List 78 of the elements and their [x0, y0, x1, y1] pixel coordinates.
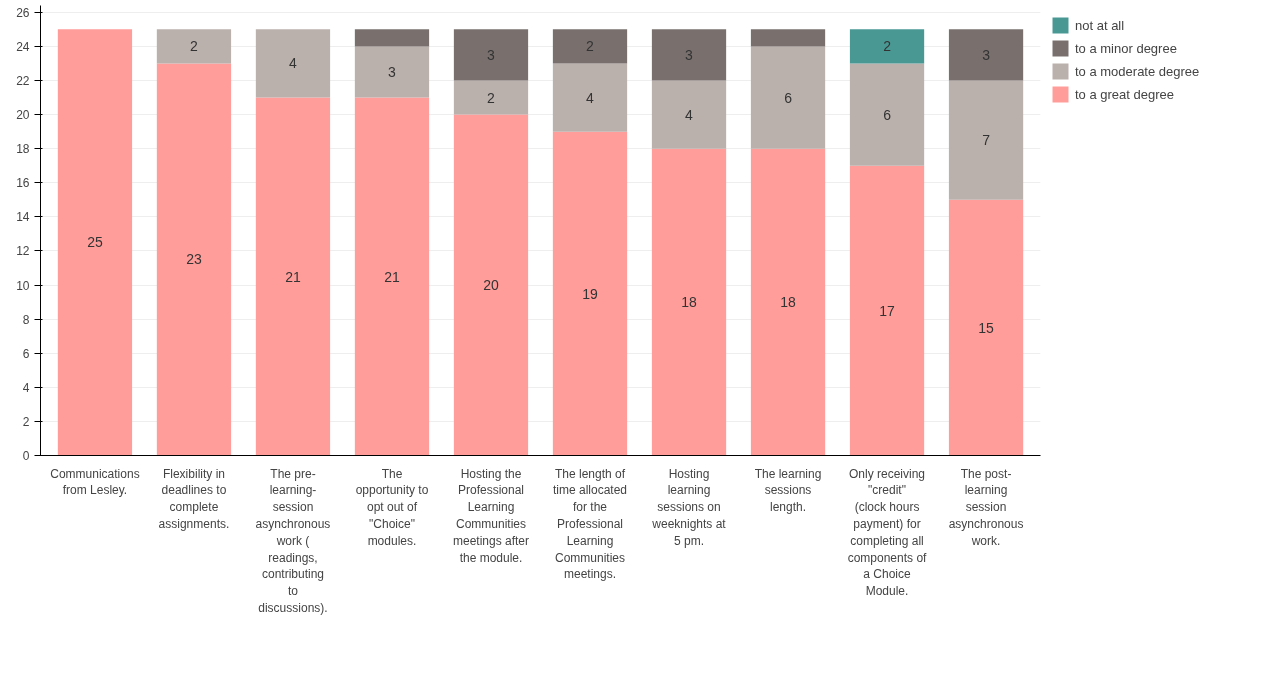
bar — [948, 29, 1024, 81]
data-label: 2 — [883, 38, 892, 55]
bar — [453, 29, 529, 81]
data-label: 4 — [289, 55, 298, 72]
bar — [156, 29, 232, 64]
y-tick-label: 14 — [16, 210, 30, 225]
y-tick-label: 22 — [16, 74, 30, 88]
x-tick-label: Flexibility in deadlines to complete assignments. — [158, 466, 230, 531]
bar — [948, 199, 1024, 456]
bar — [651, 80, 727, 149]
bar — [552, 29, 628, 64]
data-label: 4 — [685, 106, 694, 123]
bar — [354, 29, 430, 47]
data-label: 21 — [384, 268, 400, 285]
y-tick-label: 26 — [16, 5, 30, 20]
data-label: 19 — [582, 285, 598, 302]
bar — [354, 46, 430, 98]
data-label: 18 — [681, 294, 698, 311]
bar — [651, 29, 727, 81]
data-label: 3 — [487, 46, 496, 63]
x-tick-label: The opportunity to opt out of "Choice" modules. — [355, 466, 429, 548]
data-label: 2 — [487, 89, 496, 106]
y-tick-label: 10 — [16, 278, 30, 293]
data-label: 4 — [586, 89, 595, 106]
data-label: 6 — [883, 106, 892, 123]
y-tick-label: 16 — [16, 176, 30, 191]
data-label: 6 — [784, 89, 793, 106]
category-label: The pre-learning-session asynchronous work ( readings, contributing to discussions). — [255, 466, 331, 615]
x-tick-label: The learning sessions length. — [754, 466, 822, 515]
y-tick-label: 18 — [16, 142, 30, 157]
y-tick-label: 20 — [16, 108, 30, 123]
bar — [57, 29, 133, 456]
bar — [651, 148, 727, 456]
data-label: 2 — [190, 38, 199, 55]
y-tick-label: 6 — [22, 346, 30, 361]
x-tick-label: The post-learning session asynchronous work. — [948, 466, 1024, 548]
data-label: 3 — [388, 63, 397, 80]
bar — [849, 63, 925, 166]
bar — [453, 80, 529, 115]
data-label: 15 — [978, 319, 995, 336]
y-tick-label: 24 — [16, 39, 30, 54]
bar — [750, 29, 826, 47]
legend-label: to a minor degree — [1075, 40, 1177, 56]
y-tick-label: 0 — [22, 449, 30, 463]
bar — [354, 97, 430, 456]
legend-label: not at all — [1075, 17, 1125, 33]
bar — [255, 97, 331, 456]
data-label: 17 — [879, 302, 896, 319]
y-tick-label: 4 — [22, 380, 30, 395]
y-tick-label: 12 — [16, 244, 30, 259]
x-tick-label: Hosting the Professional Learning Communities meetings after the module. — [452, 466, 530, 565]
bar — [849, 165, 925, 456]
bar — [750, 46, 826, 149]
data-label: 21 — [285, 268, 301, 285]
data-label: 23 — [186, 251, 202, 268]
bar — [849, 29, 925, 64]
data-label: 2 — [586, 38, 595, 55]
data-label: 18 — [780, 294, 797, 311]
data-label: 20 — [483, 277, 499, 294]
bar — [453, 114, 529, 456]
y-tick-label: 8 — [22, 312, 30, 327]
bar — [552, 131, 628, 456]
data-label: 7 — [982, 132, 991, 149]
data-label: 25 — [87, 234, 103, 251]
bar — [750, 148, 826, 456]
legend-label: to a moderate degree — [1075, 63, 1200, 79]
data-label: 3 — [685, 46, 694, 63]
x-tick-label: The length of time allocated for the Professional Learning Communities meetings. — [552, 466, 628, 582]
x-tick-label: Only receiving "credit" (clock hours payment) for completing all components of a Choice Module. — [847, 466, 928, 599]
y-tick-label: 2 — [22, 414, 30, 429]
bar — [156, 63, 232, 456]
x-tick-label: Communications from Lesley. — [50, 466, 140, 498]
bar — [552, 63, 628, 132]
bar — [948, 80, 1024, 200]
legend-label: to a great degree — [1075, 86, 1175, 102]
data-label: 3 — [982, 46, 991, 63]
x-tick-label: Hosting learning sessions on weeknights at 5 pm. — [651, 466, 727, 548]
bar — [255, 29, 331, 98]
